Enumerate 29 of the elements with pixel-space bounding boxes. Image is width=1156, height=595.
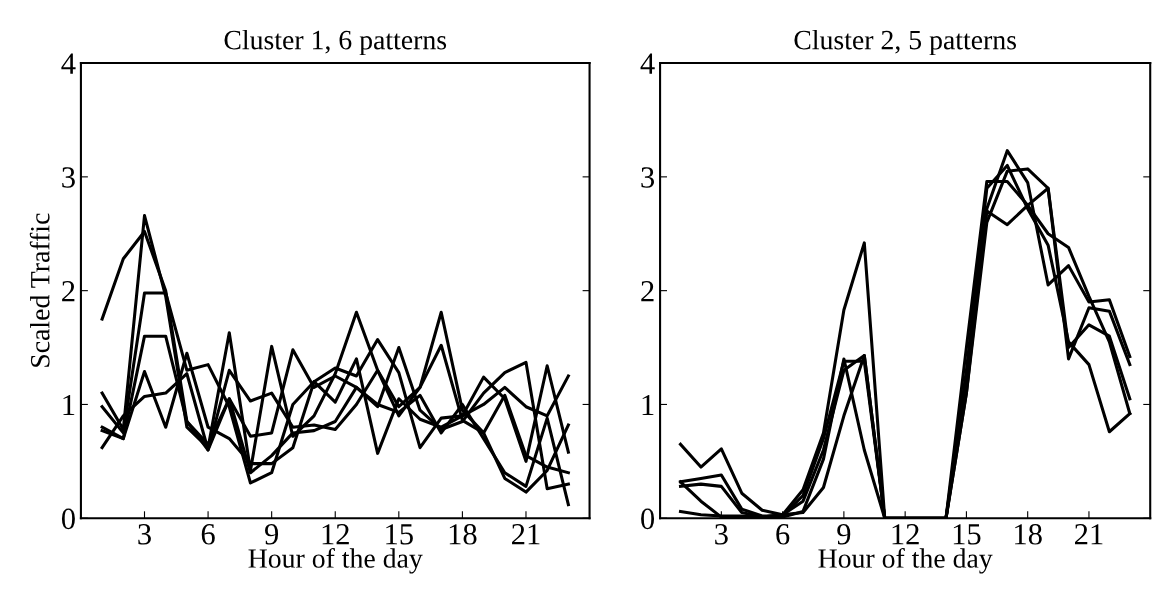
x-tick-label: 3 [715, 524, 728, 545]
x-tick-label: 6 [201, 524, 215, 545]
x-tick-label: 9 [265, 524, 279, 545]
y-tick-label: 4 [640, 53, 655, 74]
y-tick-label: 1 [642, 394, 654, 416]
y-tick-label: 1 [63, 394, 75, 416]
y-tick-label: 2 [62, 281, 75, 302]
y-tick-label: 0 [61, 508, 75, 530]
y-tick-label: 0 [641, 508, 655, 530]
x-axis-title: Hour of the day [818, 548, 993, 574]
x-tick-label: 18 [1015, 523, 1042, 545]
y-axis-title: Scaled Traffic [29, 213, 50, 367]
x-tick-label: 3 [138, 524, 151, 545]
x-axis-title: Hour of the day [248, 548, 423, 574]
x-tick-label: 15 [953, 524, 981, 545]
x-tick-label: 15 [386, 524, 413, 545]
x-tick-label: 21 [1075, 524, 1103, 545]
y-tick-label: 4 [61, 53, 76, 74]
chart-title: Cluster 1, 6 patterns [224, 29, 447, 56]
y-tick-label: 3 [62, 167, 75, 188]
x-tick-label: 9 [837, 524, 851, 545]
y-tick-label: 3 [641, 167, 655, 188]
x-tick-label: 21 [512, 524, 540, 545]
y-tick-label: 2 [641, 281, 654, 302]
x-tick-label: 12 [322, 524, 349, 545]
x-tick-label: 12 [892, 524, 919, 545]
chart-title: Cluster 2, 5 patterns [794, 29, 1016, 56]
x-tick-label: 6 [776, 524, 790, 545]
x-tick-label: 18 [449, 523, 477, 545]
